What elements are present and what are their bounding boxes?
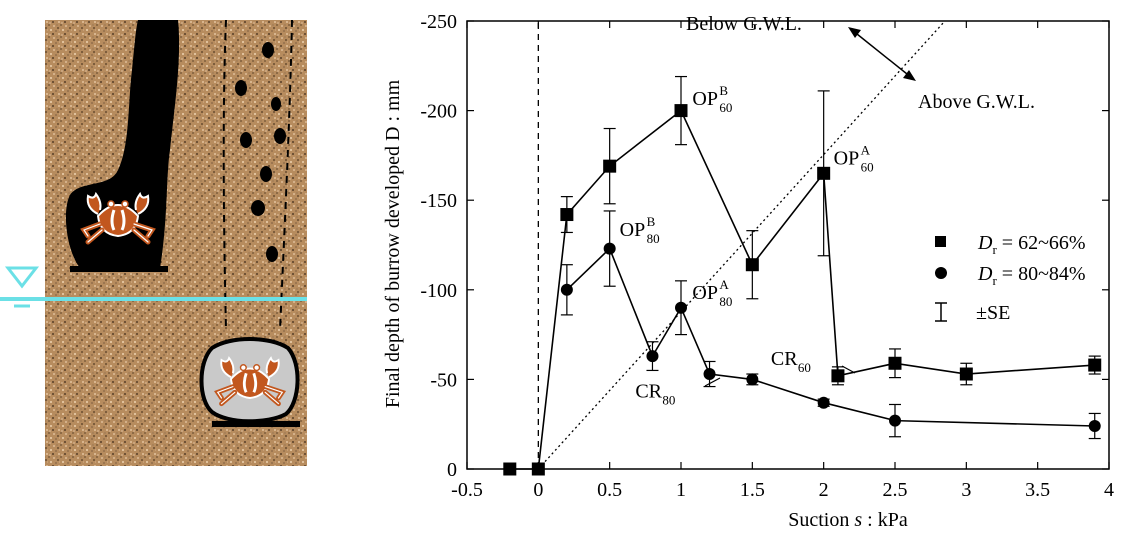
point-annotation: CR60 bbox=[771, 348, 811, 375]
backfilled-shaft-outline bbox=[222, 19, 293, 331]
data-point-circle bbox=[817, 396, 830, 409]
data-point-circle bbox=[703, 368, 716, 381]
soil-pellets bbox=[235, 42, 286, 262]
x-tick-label: 1 bbox=[676, 479, 686, 501]
data-point-circle bbox=[646, 350, 659, 363]
legend-se: ±SE bbox=[976, 302, 1010, 324]
data-point-circle bbox=[1088, 419, 1101, 432]
x-tick-label: 2.5 bbox=[883, 479, 908, 501]
gwl-below-label: Below G.W.L. bbox=[686, 13, 802, 35]
data-point-circle bbox=[889, 414, 901, 427]
y-axis-label: Final depth of burrow developed D : mm bbox=[382, 79, 404, 408]
legend-series-2: Dr = 80~84% bbox=[977, 263, 1086, 288]
chart: Below G.W.L. Above G.W.L. -0.5 0 0.5 1 1.5 2 2… bbox=[382, 11, 1114, 531]
y-tick-label: -100 bbox=[420, 280, 457, 302]
x-tick-label: 2 bbox=[819, 479, 829, 501]
gwl-annotation: Below G.W.L. Above G.W.L. bbox=[686, 13, 1035, 113]
water-table-icon bbox=[4, 266, 40, 289]
gwl-arrowhead-up bbox=[848, 27, 861, 38]
y-tick-label: 0 bbox=[447, 459, 457, 481]
point-annotation: CR80 bbox=[635, 380, 675, 407]
burrow-floor-bottom bbox=[212, 421, 300, 427]
gwl-boundary-line bbox=[537, 20, 946, 470]
x-tick-label: 0.5 bbox=[597, 479, 622, 501]
x-tick-label: 3.5 bbox=[1025, 479, 1050, 501]
point-annotation: OPA 60 bbox=[834, 142, 874, 174]
x-tick-label: 0 bbox=[533, 479, 543, 501]
x-tick-label: -0.5 bbox=[451, 479, 483, 501]
series-line-1 bbox=[509, 109, 1095, 470]
burrow-illustration bbox=[0, 19, 307, 466]
data-point-square bbox=[817, 166, 831, 180]
gwl-above-label: Above G.W.L. bbox=[918, 91, 1035, 113]
data-point-square bbox=[603, 159, 617, 173]
data-point-circle bbox=[675, 301, 687, 314]
legend: Dr = 62~66% Dr = 80~84% ±SE bbox=[935, 232, 1086, 324]
data-point-square bbox=[831, 369, 845, 383]
x-axis-label: Suction s : kPa bbox=[788, 509, 908, 531]
point-annotation: OPB 60 bbox=[692, 83, 732, 115]
burrow-floor-top bbox=[70, 266, 168, 272]
gwl-arrowhead-down bbox=[903, 70, 916, 81]
data-point-square bbox=[959, 367, 973, 381]
series-layer bbox=[503, 75, 1102, 476]
legend-se-marker bbox=[935, 302, 947, 322]
point-annotation: OPA 80 bbox=[692, 277, 732, 309]
data-point-circle bbox=[746, 373, 759, 386]
reference-lines bbox=[537, 20, 946, 470]
data-point-square bbox=[1088, 358, 1102, 372]
data-point-square bbox=[745, 258, 759, 272]
y-tick-label: -250 bbox=[420, 11, 457, 33]
data-point-square bbox=[674, 104, 688, 118]
plot-frame bbox=[466, 20, 1110, 470]
gwl-arrow bbox=[851, 29, 913, 79]
legend-series-1: Dr = 62~66% bbox=[977, 232, 1086, 257]
x-tick-label: 4 bbox=[1104, 479, 1114, 501]
x-tick-label: 1.5 bbox=[740, 479, 765, 501]
data-point-square bbox=[560, 208, 574, 222]
legend-circle-marker bbox=[935, 267, 947, 279]
y-tick-label: -150 bbox=[420, 190, 457, 212]
axes: -0.5 0 0.5 1 1.5 2 2.5 3 3.5 40-50-100-150-200-25… bbox=[420, 11, 1114, 501]
point-annotation: OPB 80 bbox=[620, 214, 660, 246]
annotations: OPB 60 OPA 60 OPB 80 OPA 80 CR80 CR60 bbox=[620, 83, 874, 407]
x-tick-label: 3 bbox=[961, 479, 971, 501]
y-tick-label: -50 bbox=[430, 369, 457, 391]
cr80-arrow bbox=[704, 377, 721, 387]
cr60-arrow bbox=[841, 365, 856, 374]
legend-square-marker bbox=[935, 236, 946, 247]
data-point-circle bbox=[603, 242, 616, 255]
data-point-square bbox=[888, 356, 902, 370]
y-tick-label: -200 bbox=[420, 101, 457, 123]
data-point-circle bbox=[560, 283, 573, 296]
